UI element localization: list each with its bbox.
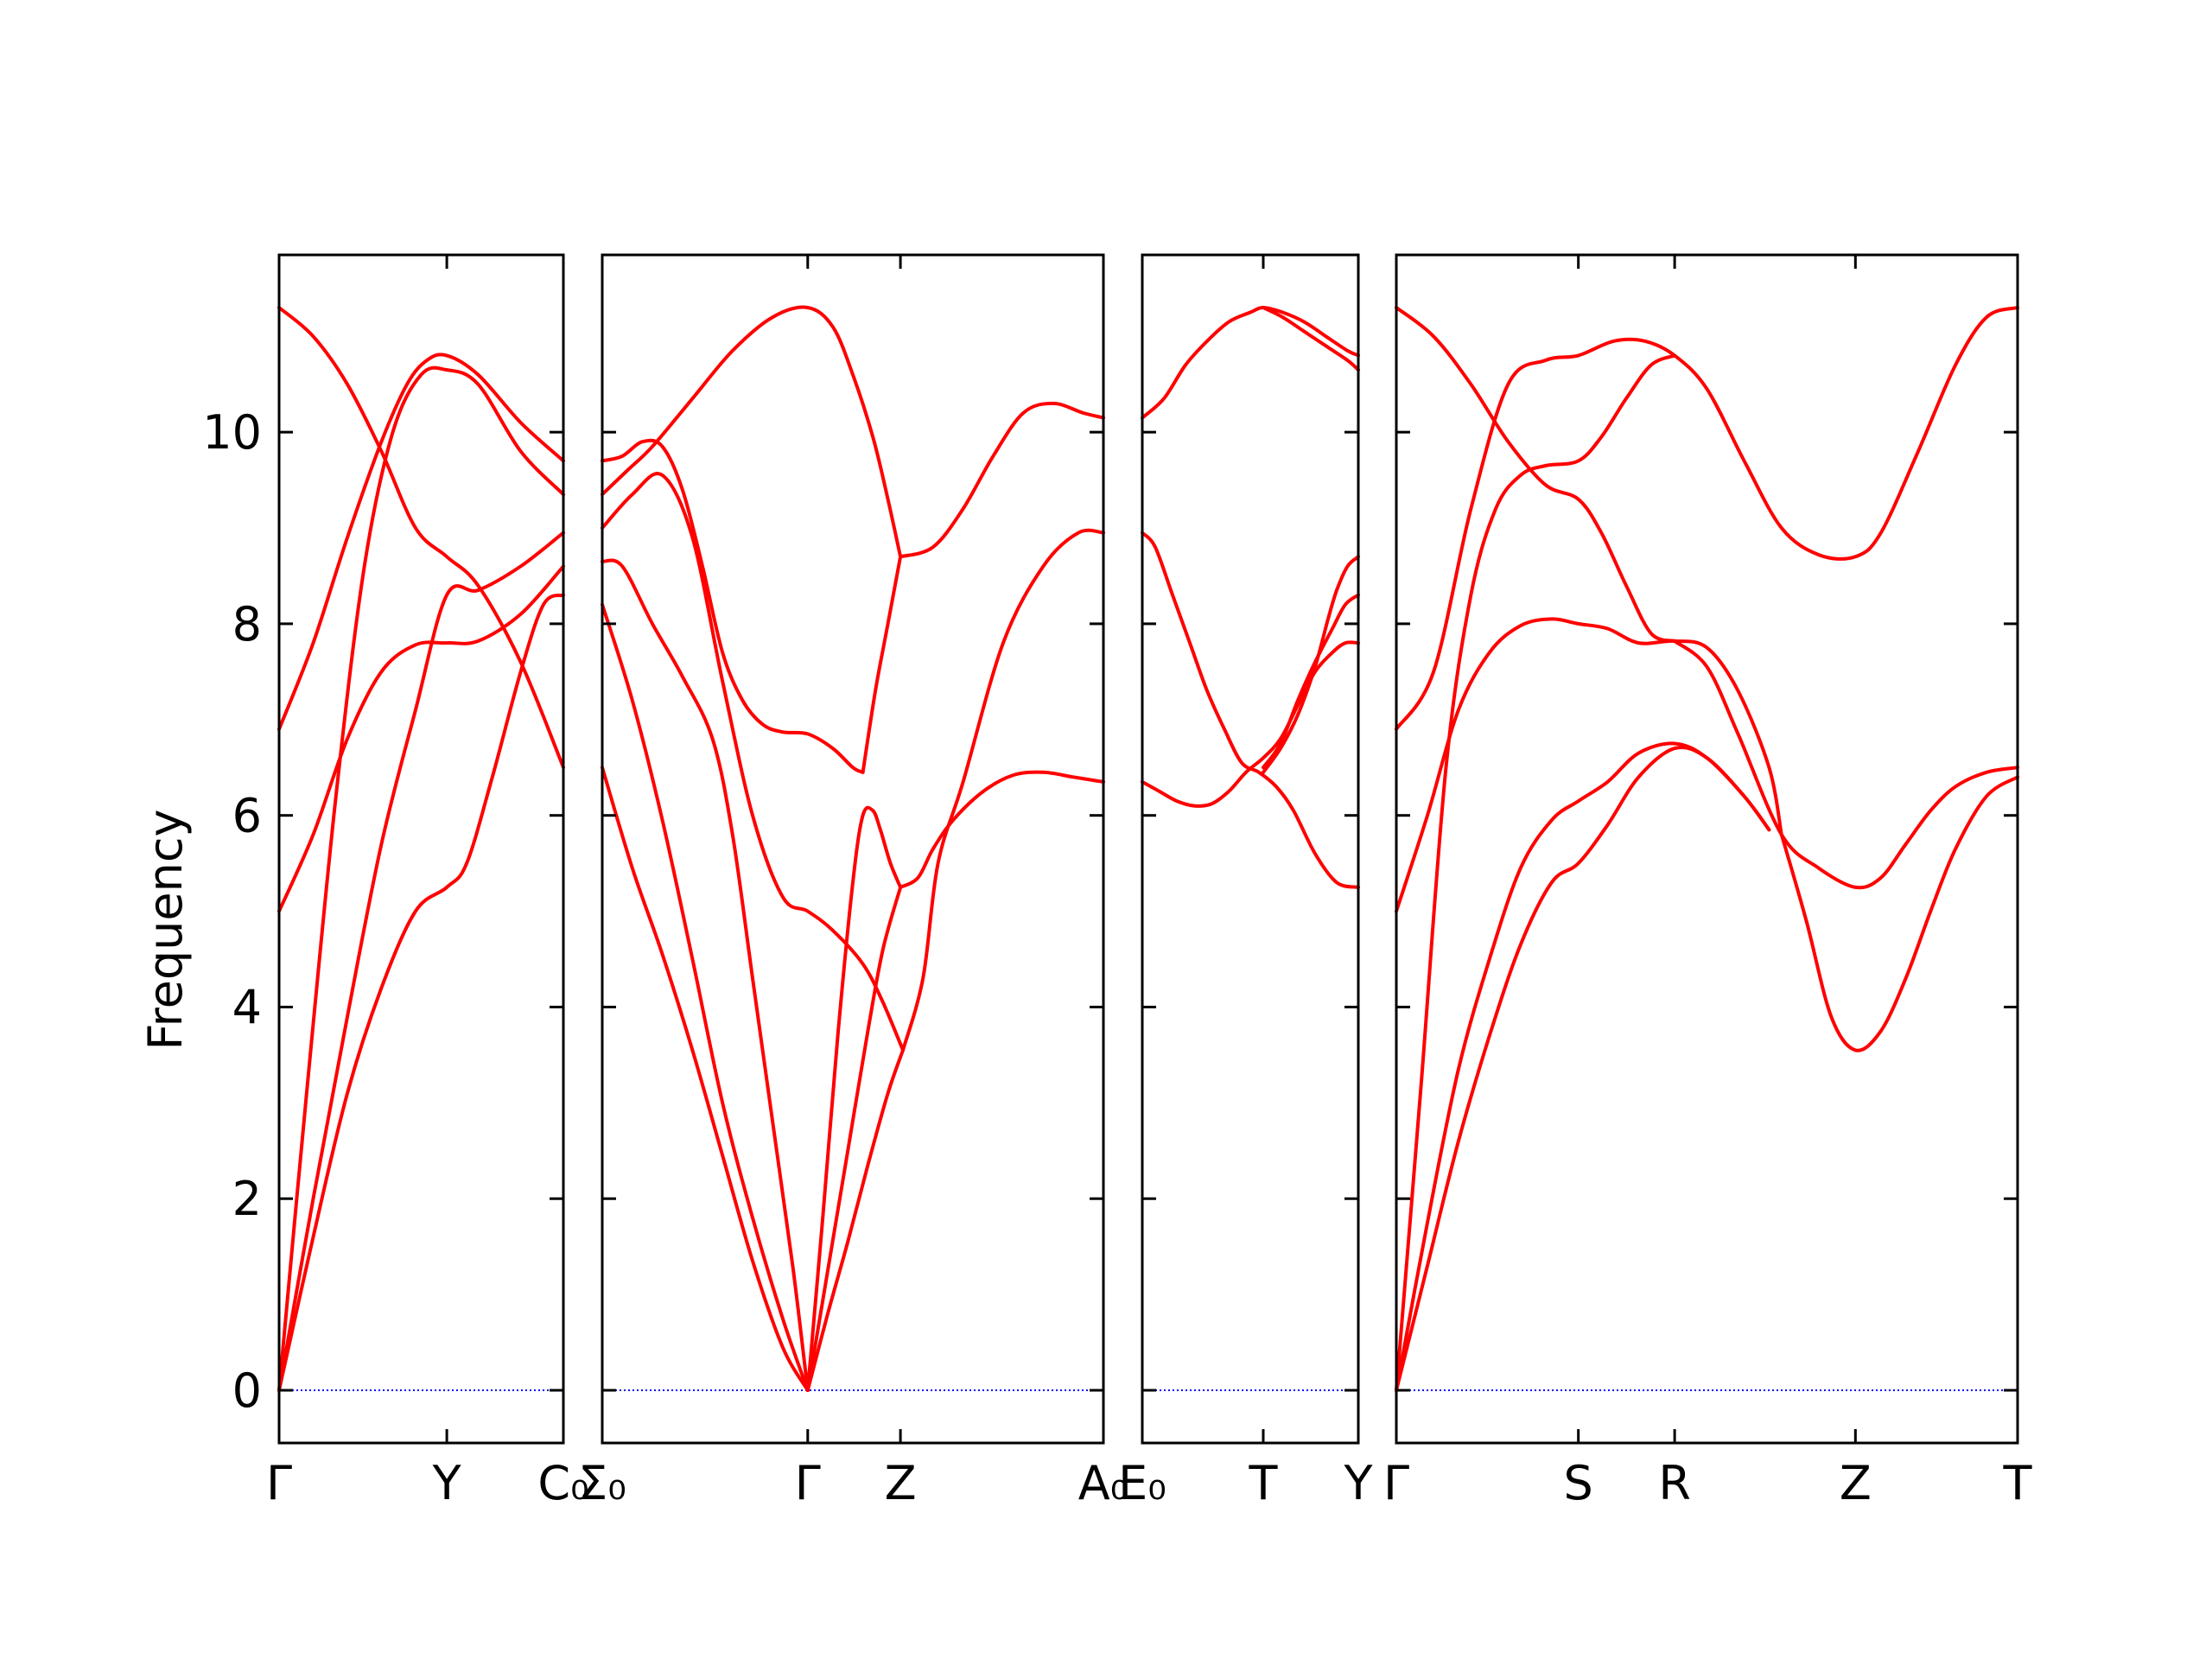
band-line-2-7 bbox=[601, 558, 810, 1392]
x-tick-label: C₀ bbox=[537, 1456, 588, 1510]
y-tick-label: 8 bbox=[232, 597, 262, 652]
band-line-2-1 bbox=[601, 305, 903, 559]
x-tick-label: T bbox=[1249, 1456, 1279, 1510]
x-tick-label: Γ bbox=[1383, 1456, 1409, 1510]
x-tick-label: Z bbox=[885, 1456, 917, 1510]
band-line-2-11 bbox=[899, 770, 1105, 889]
y-tick-label: 10 bbox=[202, 405, 262, 460]
panel-frame bbox=[277, 253, 565, 1445]
x-tick-label: T bbox=[2003, 1456, 2033, 1510]
band-line-2-2 bbox=[899, 401, 1105, 559]
y-tick-label: 0 bbox=[232, 1363, 262, 1418]
band-line-3-6 bbox=[1262, 555, 1360, 774]
band-line-4-7 bbox=[1395, 741, 1771, 1392]
band-line-3-1 bbox=[1141, 306, 1360, 420]
band-line-2-5 bbox=[601, 472, 905, 1052]
band-line-1-6 bbox=[277, 593, 565, 1392]
x-tick-label: Σ₀ bbox=[578, 1456, 626, 1510]
band-line-2-9 bbox=[601, 766, 810, 1392]
band-line-2-6 bbox=[901, 528, 1105, 1052]
band-line-2-12 bbox=[805, 885, 903, 1392]
band-line-1-4 bbox=[277, 564, 565, 913]
y-axis-label: Frequency bbox=[138, 810, 193, 1051]
band-line-4-4 bbox=[1395, 353, 1677, 1392]
band-panel-3: E₀ T Y bbox=[1118, 253, 1374, 1510]
y-tick-labels: 0 2 4 6 8 10 bbox=[202, 405, 262, 1418]
x-tick-label: E₀ bbox=[1118, 1456, 1166, 1510]
x-tick-label: Γ bbox=[795, 1456, 821, 1510]
band-line-4-1 bbox=[1395, 306, 1677, 643]
x-tick-label: Z bbox=[1840, 1456, 1872, 1510]
band-line-4-6 bbox=[1779, 775, 2019, 1052]
band-panel-2: Σ₀ Γ Z A₀ bbox=[578, 253, 1129, 1510]
band-line-4-8 bbox=[1395, 745, 1771, 1392]
y-axis-label-group: Frequency bbox=[138, 810, 193, 1051]
band-line-1-1 bbox=[277, 306, 565, 770]
band-line-2-13 bbox=[805, 1048, 905, 1392]
band-line-2-3 bbox=[601, 438, 865, 774]
x-tick-label: A₀ bbox=[1078, 1456, 1129, 1510]
x-tick-label: S bbox=[1564, 1456, 1593, 1510]
x-tick-label: Y bbox=[432, 1456, 462, 1510]
band-line-4-3 bbox=[1395, 306, 2019, 731]
x-tick-label: Γ bbox=[266, 1456, 292, 1510]
band-line-3-3 bbox=[1141, 531, 1360, 889]
band-line-1-2 bbox=[277, 353, 565, 731]
band-line-1-5 bbox=[277, 531, 565, 1392]
band-line-2-10 bbox=[805, 805, 903, 1392]
y-tick-label: 6 bbox=[232, 789, 262, 843]
y-tick-label: 4 bbox=[232, 980, 262, 1034]
band-line-3-4 bbox=[1141, 640, 1360, 808]
band-line-4-5 bbox=[1395, 617, 1783, 913]
panel-frame bbox=[1395, 253, 2019, 1445]
y-tick-label: 2 bbox=[232, 1172, 262, 1226]
band-line-1-3 bbox=[277, 365, 565, 1392]
band-line-4-2 bbox=[1673, 639, 2019, 890]
x-tick-label: R bbox=[1658, 1456, 1691, 1510]
panel-frame bbox=[1141, 253, 1360, 1445]
x-tick-label: Y bbox=[1344, 1456, 1374, 1510]
band-line-2-8 bbox=[601, 602, 810, 1392]
band-panel-1: Γ Y C₀ bbox=[266, 253, 589, 1510]
band-line-3-2 bbox=[1262, 306, 1360, 372]
panel-frame bbox=[601, 253, 1105, 1445]
band-line-2-4 bbox=[861, 555, 903, 774]
